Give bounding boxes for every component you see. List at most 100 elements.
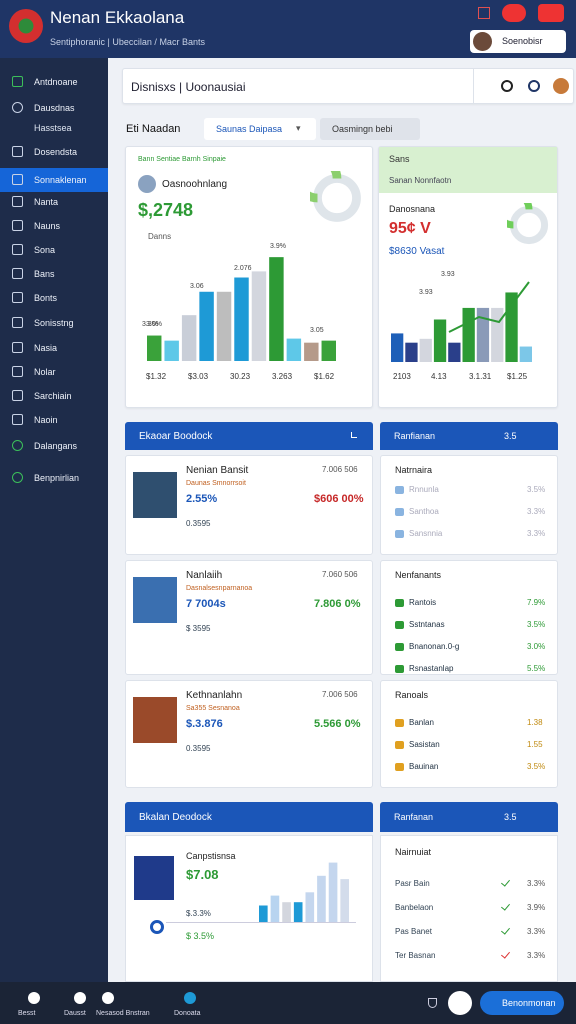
menu-item[interactable]: Nasia <box>0 336 108 360</box>
row-icon <box>395 665 404 673</box>
card-header <box>379 147 557 193</box>
crumb[interactable]: Sentiphoranic <box>50 37 106 47</box>
filter-button[interactable]: Oasmingn bebi <box>320 118 420 140</box>
menu-item[interactable]: Benpnirlian <box>0 466 108 490</box>
nav-icon <box>102 992 114 1004</box>
avatar[interactable] <box>448 991 472 1015</box>
top-bar: Nenan Ekkaolana Sentiphoranic | Ubeccila… <box>0 0 576 58</box>
menu-label: Nauns <box>34 221 61 231</box>
menu-item[interactable]: Nolar <box>0 360 108 384</box>
filter-label: Eti Naadan <box>126 123 181 135</box>
row-icon <box>395 741 404 749</box>
menu-label: Dalangans <box>34 441 78 451</box>
row-value: 3.9% <box>527 903 546 912</box>
nav-item[interactable]: Dausst <box>58 988 104 1020</box>
row-label: Rnnunla <box>409 485 439 494</box>
menu-item[interactable]: Nauns <box>0 214 108 238</box>
search-bar[interactable]: Disnisxs | Uoonausiai <box>122 68 574 104</box>
row-value: 3.3% <box>527 927 546 936</box>
menu-label: Bans <box>34 269 55 279</box>
menu-item[interactable]: Antdnoane <box>0 70 108 94</box>
menu-icon <box>12 472 23 483</box>
menu-item[interactable]: Sonisstng <box>0 311 108 335</box>
metric-name: Danosnana <box>389 204 436 214</box>
bottom-bar: Besst Dausst Nesasod Bnstran Donoata Benonmo… <box>0 982 576 1024</box>
item-sub: 0.3595 <box>186 519 211 528</box>
shield-icon[interactable] <box>428 998 437 1008</box>
menu-item[interactable]: Dalangans <box>0 434 108 458</box>
nav-icon <box>184 992 196 1004</box>
menu-icon <box>12 76 23 87</box>
menu-item[interactable]: Naoin <box>0 408 108 432</box>
message-badge[interactable] <box>538 4 564 22</box>
nav-label: Donoata <box>174 1010 201 1017</box>
menu-item[interactable]: Sarchiain <box>0 384 108 408</box>
grid-icon[interactable] <box>478 7 490 19</box>
section-header: Ranfianan 3.5 <box>380 422 558 450</box>
bar <box>519 346 532 362</box>
bar-label: 3.05 <box>310 327 324 334</box>
menu-item[interactable]: Sona <box>0 238 108 262</box>
donut-icon <box>310 171 361 222</box>
menu-item[interactable]: Sonnaklenan <box>0 168 108 192</box>
donut-track <box>313 174 361 222</box>
avatar <box>138 175 156 193</box>
crumb[interactable]: Ubeccilan <box>112 37 152 47</box>
bar <box>269 257 284 361</box>
filter-dropdown[interactable]: Saunas Daipasa ▾ <box>204 118 316 140</box>
notification-badge[interactable] <box>502 4 526 22</box>
bar-label: 3.93 <box>441 271 455 278</box>
bar-chart <box>391 281 532 362</box>
help-icon[interactable] <box>528 80 540 92</box>
row-label: Sstntanas <box>409 620 445 629</box>
menu-label: Bonts <box>34 293 58 303</box>
row-label: Pas Banet <box>395 927 432 936</box>
menu-item[interactable]: Bonts <box>0 286 108 310</box>
x-label: 30.23 <box>230 372 251 381</box>
settings-icon[interactable] <box>501 80 513 92</box>
menu-item[interactable]: Bans <box>0 262 108 286</box>
list-panel: Nairnuiat Pasr Bain 3.3% Banbelaon 3.9% Pas B… <box>380 835 558 982</box>
nav-item[interactable]: Donoata <box>168 988 214 1020</box>
menu-label: Sarchiain <box>34 391 72 401</box>
metric-value: 95¢ V <box>389 220 431 237</box>
menu-icon <box>12 174 23 185</box>
menu-label: Nanta <box>34 197 59 207</box>
x-label: $1.62 <box>314 372 335 381</box>
metric-name: Oasnoohnlang <box>162 179 228 190</box>
x-label: 4.13 <box>431 372 447 381</box>
primary-button[interactable]: Benonmonan <box>480 991 564 1015</box>
menu-label: Benpnirlian <box>34 473 80 483</box>
user-button[interactable]: Soenobisr <box>470 30 566 53</box>
menu-item[interactable]: Nanta <box>0 190 108 214</box>
item-card: Nanlaiih Dasnalsesnparnanoa 7 7004s $ 3595 7… <box>125 560 373 675</box>
menu-icon <box>12 220 23 231</box>
menu-label: Sona <box>34 245 56 255</box>
crumb[interactable]: Macr Bants <box>159 37 205 47</box>
menu-icon <box>12 414 23 425</box>
search-query: Disnisxs <box>131 80 176 94</box>
collapse-icon[interactable] <box>351 432 357 438</box>
badge-icon <box>150 920 164 934</box>
item-pct: 2.55% <box>186 493 218 505</box>
profile-icon[interactable] <box>553 78 569 94</box>
nav-label: Besst <box>18 1010 36 1017</box>
menu-icon <box>12 390 23 401</box>
menu-item[interactable]: Dosendsta <box>0 140 108 164</box>
menu-label: Sonnaklenan <box>34 175 87 185</box>
item-card: Nenian Bansit Daunas Smnorrsoit 2.55% 0.359… <box>125 455 373 555</box>
nav-item[interactable]: Besst <box>12 988 58 1020</box>
bar <box>419 338 432 362</box>
bar <box>448 342 461 362</box>
chart-card: Bann Sentiae Barnh Sinpaie Oasnoohnlang $,… <box>125 146 373 408</box>
item-meta: Dasnalsesnparnanoa <box>186 585 253 592</box>
list-card: Natrnaira Rnnunla 3.5% Santhoa 3.3% Sansnnia 3… <box>380 455 558 555</box>
axis-line <box>166 922 356 923</box>
bar-chart <box>259 862 349 922</box>
nav-item[interactable]: Nesasod Bnstran <box>96 988 166 1020</box>
menu-item[interactable]: Dausdnas <box>0 96 108 120</box>
menu-label: Naoin <box>34 415 58 425</box>
row-icon <box>395 621 404 629</box>
row-label: Bauinan <box>409 762 439 771</box>
section: Bkalan Deodock Ranfanan 3.5 Canpstisnsa $7.0… <box>125 802 558 982</box>
